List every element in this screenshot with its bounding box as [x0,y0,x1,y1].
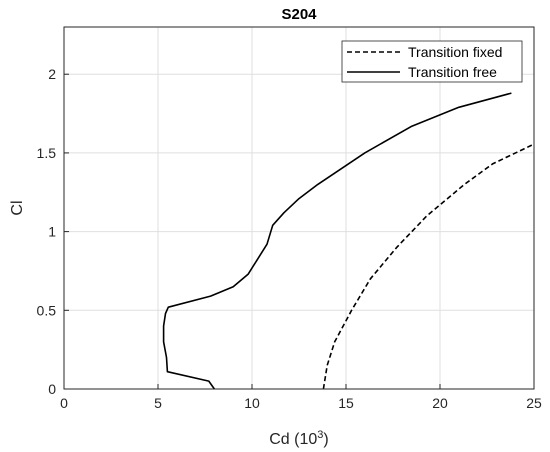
series-line-transition-free [162,92,512,390]
grid [64,27,534,389]
chart-title: S204 [281,6,317,23]
y-tick-label: 1 [48,224,56,240]
series-layer [162,92,533,390]
legend-label-transition-fixed: Transition fixed [408,44,502,60]
legend-label-transition-free: Transition free [408,64,497,80]
x-tick-label: 0 [60,395,68,411]
x-tick-label: 5 [154,395,162,411]
x-axis-title-sup: 3 [317,429,323,441]
y-axis-title: Cl [9,200,26,215]
x-tick-label: 10 [244,395,260,411]
y-tick-label: 0.5 [37,302,57,318]
y-tick-label: 1.5 [37,145,57,161]
ticks: 0 5 10 15 20 25 0 0.5 1 1.5 2 [37,66,542,411]
legend: Transition fixed Transition free [341,40,523,83]
x-axis-title: Cd (103) [269,429,328,448]
y-tick-label: 2 [48,66,56,82]
x-axis-title-main: Cd (10 [269,431,317,448]
plot-background [64,27,534,389]
x-tick-label: 25 [526,395,542,411]
y-tick-label: 0 [48,381,56,397]
x-tick-label: 20 [432,395,448,411]
x-tick-label: 15 [338,395,354,411]
series-line-transition-fixed [322,144,533,390]
plot-frame [63,26,535,390]
x-axis-title-close: ) [323,431,328,448]
legend-box [341,40,523,83]
